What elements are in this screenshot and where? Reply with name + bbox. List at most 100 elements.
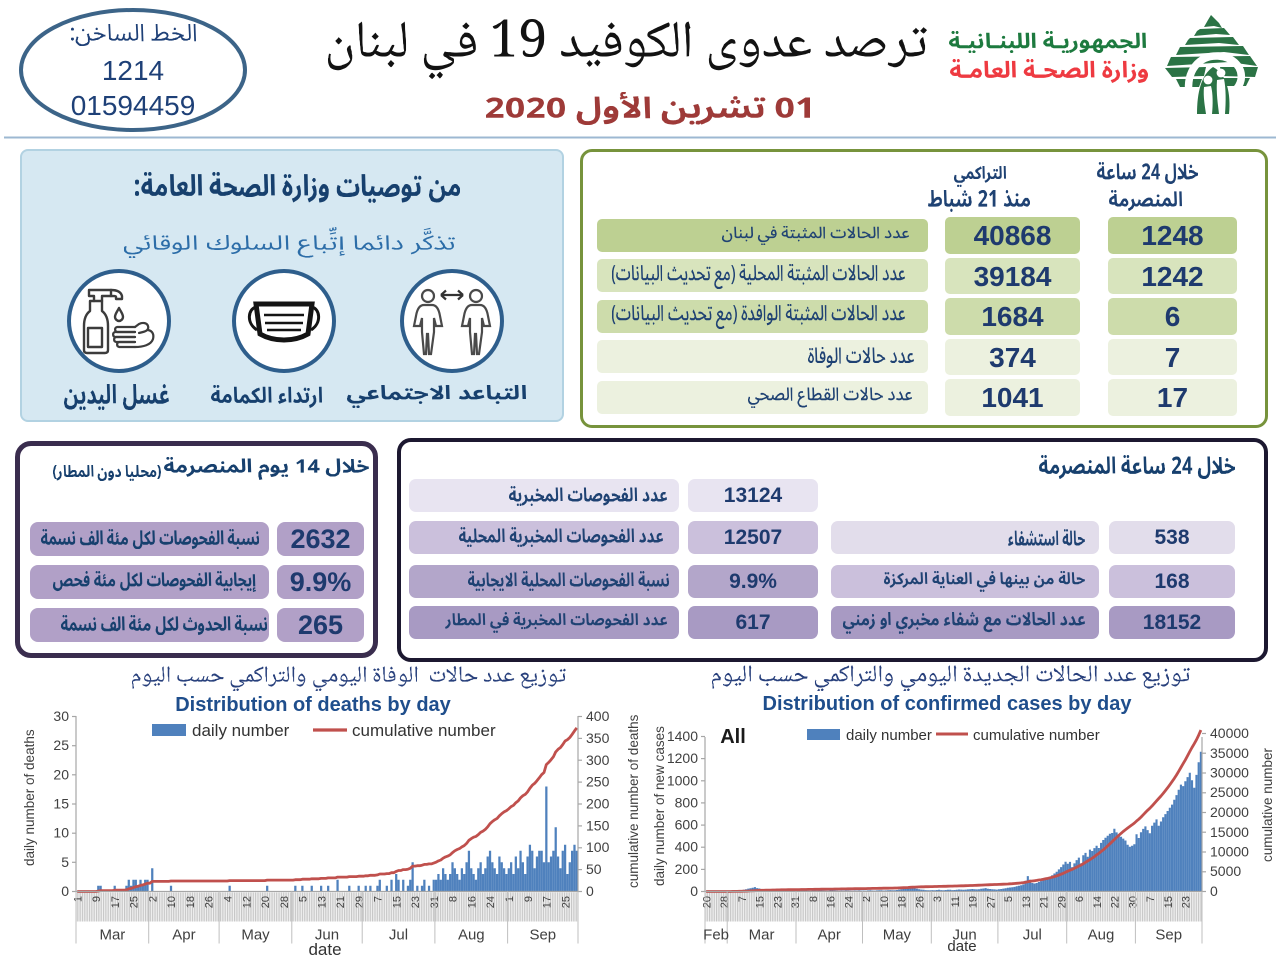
svg-text:15: 15	[391, 896, 403, 908]
svg-text:16: 16	[467, 896, 479, 908]
svg-text:Jun: Jun	[315, 927, 339, 944]
svg-text:22: 22	[1110, 896, 1122, 908]
svg-text:10: 10	[879, 896, 891, 908]
svg-text:5: 5	[298, 896, 310, 902]
svg-text:24: 24	[843, 896, 855, 908]
svg-text:30000: 30000	[1210, 765, 1249, 781]
svg-text:2: 2	[147, 896, 159, 902]
svg-text:400: 400	[586, 708, 610, 724]
svg-text:350: 350	[586, 730, 610, 746]
svg-text:23: 23	[772, 896, 784, 908]
svg-text:8: 8	[808, 896, 820, 902]
svg-text:150: 150	[586, 817, 610, 833]
svg-text:23: 23	[1181, 896, 1193, 908]
svg-text:1000: 1000	[667, 772, 698, 788]
svg-text:13: 13	[316, 896, 328, 908]
svg-text:7: 7	[373, 896, 385, 902]
svg-text:26: 26	[914, 896, 926, 908]
svg-text:100: 100	[586, 839, 610, 855]
svg-text:6: 6	[1074, 896, 1086, 902]
svg-text:800: 800	[675, 794, 699, 810]
svg-text:16: 16	[826, 896, 838, 908]
svg-text:27: 27	[985, 896, 997, 908]
svg-text:Jun: Jun	[953, 927, 977, 944]
svg-text:7: 7	[737, 896, 749, 902]
svg-text:25: 25	[560, 896, 572, 908]
svg-text:18: 18	[897, 896, 909, 908]
svg-text:8: 8	[448, 896, 460, 902]
svg-text:15: 15	[53, 796, 69, 812]
svg-text:daily number: daily number	[192, 721, 290, 740]
svg-text:300: 300	[586, 752, 610, 768]
svg-text:15000: 15000	[1210, 824, 1249, 840]
svg-text:10000: 10000	[1210, 844, 1249, 860]
svg-text:17: 17	[110, 896, 122, 908]
svg-text:250: 250	[586, 774, 610, 790]
svg-text:0: 0	[1210, 883, 1218, 899]
svg-text:17: 17	[542, 896, 554, 908]
svg-text:cumulative number: cumulative number	[1260, 747, 1275, 862]
svg-text:4: 4	[223, 896, 235, 902]
svg-text:All: All	[720, 726, 746, 748]
svg-text:21: 21	[1039, 896, 1051, 908]
svg-text:29: 29	[1056, 896, 1068, 908]
svg-text:10: 10	[53, 825, 69, 841]
svg-text:9: 9	[523, 896, 535, 902]
svg-text:24: 24	[485, 896, 497, 908]
svg-text:3: 3	[932, 896, 944, 902]
svg-text:7: 7	[1145, 896, 1157, 902]
svg-text:25: 25	[129, 896, 141, 908]
svg-text:date: date	[308, 940, 341, 959]
svg-text:1400: 1400	[667, 728, 698, 744]
svg-text:Sep: Sep	[1155, 927, 1182, 944]
svg-text:15: 15	[1163, 896, 1175, 908]
svg-text:Jul: Jul	[389, 927, 408, 944]
svg-text:daily number of deaths: daily number of deaths	[22, 729, 37, 866]
svg-text:12: 12	[241, 896, 253, 908]
svg-text:21: 21	[335, 896, 347, 908]
svg-text:Jul: Jul	[1023, 927, 1042, 944]
svg-text:9: 9	[91, 896, 103, 902]
svg-text:Feb: Feb	[703, 927, 729, 944]
svg-text:15: 15	[755, 896, 767, 908]
svg-text:1: 1	[72, 896, 84, 902]
svg-text:May: May	[241, 927, 270, 944]
svg-text:25: 25	[53, 737, 69, 753]
svg-text:daily number: daily number	[846, 727, 932, 744]
svg-text:Apr: Apr	[172, 927, 195, 944]
svg-text:28: 28	[719, 896, 731, 908]
svg-text:400: 400	[675, 839, 699, 855]
svg-text:May: May	[883, 927, 912, 944]
svg-text:200: 200	[586, 796, 610, 812]
svg-text:13: 13	[1021, 896, 1033, 908]
svg-text:50: 50	[586, 861, 602, 877]
svg-text:Apr: Apr	[818, 927, 841, 944]
svg-text:35000: 35000	[1210, 745, 1249, 761]
svg-text:18: 18	[185, 896, 197, 908]
svg-text:Aug: Aug	[1088, 927, 1115, 944]
svg-text:600: 600	[675, 817, 699, 833]
svg-text:40000: 40000	[1210, 725, 1249, 741]
svg-text:25000: 25000	[1210, 784, 1249, 800]
svg-text:23: 23	[410, 896, 422, 908]
svg-text:14: 14	[1092, 896, 1104, 908]
svg-text:30: 30	[53, 708, 69, 724]
svg-text:cumulative number of deaths: cumulative number of deaths	[626, 714, 641, 888]
svg-text:0: 0	[586, 883, 594, 899]
svg-text:5: 5	[1003, 896, 1015, 902]
svg-text:20: 20	[701, 896, 713, 908]
svg-text:20000: 20000	[1210, 804, 1249, 820]
svg-text:0: 0	[61, 883, 69, 899]
svg-text:20: 20	[260, 896, 272, 908]
svg-text:5: 5	[61, 854, 69, 870]
svg-text:date: date	[947, 938, 976, 955]
svg-text:200: 200	[675, 861, 699, 877]
svg-text:cumulative number: cumulative number	[973, 727, 1100, 744]
svg-text:5000: 5000	[1210, 863, 1241, 879]
svg-text:11: 11	[950, 896, 962, 907]
svg-text:Mar: Mar	[749, 927, 775, 944]
svg-text:Sep: Sep	[529, 927, 556, 944]
svg-text:0: 0	[690, 883, 698, 899]
svg-text:2: 2	[861, 896, 873, 902]
svg-text:10: 10	[166, 896, 178, 908]
